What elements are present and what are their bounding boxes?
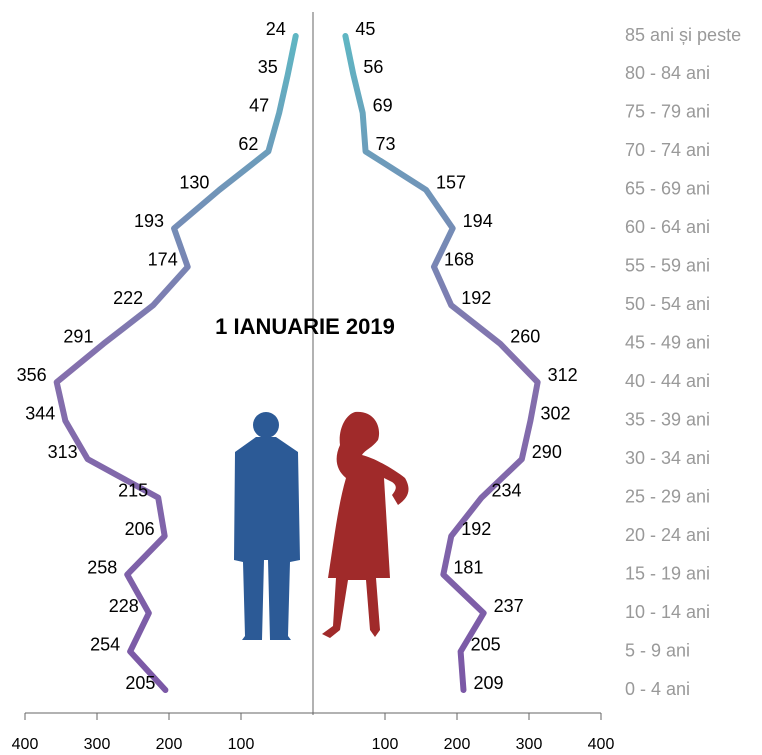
- value-label: 260: [510, 327, 540, 347]
- value-label: 174: [148, 250, 178, 270]
- value-label: 254: [90, 634, 120, 654]
- value-label: 157: [436, 173, 466, 193]
- value-label: 237: [494, 596, 524, 616]
- x-tick-label: 300: [84, 736, 111, 753]
- category-label: 65 - 69 ani: [625, 179, 710, 199]
- value-label: 194: [463, 211, 493, 231]
- value-label: 222: [113, 288, 143, 308]
- value-label: 344: [25, 403, 55, 423]
- value-label: 215: [118, 480, 148, 500]
- value-label: 205: [125, 673, 155, 693]
- series-line: [342, 33, 541, 693]
- x-tick-label: 400: [12, 736, 39, 753]
- value-label: 69: [373, 96, 393, 116]
- value-label: 228: [109, 596, 139, 616]
- value-label: 290: [532, 442, 562, 462]
- value-label: 168: [444, 250, 474, 270]
- value-label: 35: [258, 57, 278, 77]
- value-label: 73: [376, 134, 396, 154]
- value-label: 356: [17, 365, 47, 385]
- x-tick-label: 100: [228, 736, 255, 753]
- category-label: 30 - 34 ani: [625, 448, 710, 468]
- woman-silhouette: [322, 411, 409, 638]
- value-label: 205: [471, 634, 501, 654]
- value-label: 24: [266, 19, 286, 39]
- value-label: 291: [63, 327, 93, 347]
- category-label: 10 - 14 ani: [625, 602, 710, 622]
- category-label: 0 - 4 ani: [625, 679, 690, 699]
- value-label: 302: [540, 403, 570, 423]
- category-label: 70 - 74 ani: [625, 140, 710, 160]
- value-label: 192: [461, 288, 491, 308]
- x-tick-label: 100: [372, 736, 399, 753]
- value-label: 45: [355, 19, 375, 39]
- chart-title: 1 IANUARIE 2019: [215, 314, 395, 339]
- category-label: 55 - 59 ani: [625, 256, 710, 276]
- category-label: 45 - 49 ani: [625, 333, 710, 353]
- category-label: 35 - 39 ani: [625, 409, 710, 429]
- value-label: 313: [48, 442, 78, 462]
- category-label: 75 - 79 ani: [625, 102, 710, 122]
- category-label: 40 - 44 ani: [625, 371, 710, 391]
- category-label: 15 - 19 ani: [625, 563, 710, 583]
- x-tick-label: 200: [444, 736, 471, 753]
- value-label: 130: [179, 173, 209, 193]
- value-label: 47: [249, 96, 269, 116]
- x-tick-label: 300: [516, 736, 543, 753]
- category-label: 85 ani și peste: [625, 25, 741, 45]
- category-label: 50 - 54 ani: [625, 294, 710, 314]
- category-label: 80 - 84 ani: [625, 63, 710, 83]
- category-label: 5 - 9 ani: [625, 640, 690, 660]
- category-label: 60 - 64 ani: [625, 217, 710, 237]
- x-tick-label: 200: [156, 736, 183, 753]
- value-label: 209: [473, 673, 503, 693]
- value-label: 206: [125, 519, 155, 539]
- value-label: 56: [363, 57, 383, 77]
- value-label: 234: [491, 480, 521, 500]
- value-label: 312: [548, 365, 578, 385]
- category-label: 20 - 24 ani: [625, 525, 710, 545]
- x-tick-label: 400: [588, 736, 615, 753]
- value-label: 181: [453, 557, 483, 577]
- value-label: 192: [461, 519, 491, 539]
- value-label: 62: [238, 134, 258, 154]
- category-label: 25 - 29 ani: [625, 486, 710, 506]
- man-silhouette: [234, 412, 300, 640]
- series-line: [53, 33, 299, 693]
- value-label: 193: [134, 211, 164, 231]
- value-label: 258: [87, 557, 117, 577]
